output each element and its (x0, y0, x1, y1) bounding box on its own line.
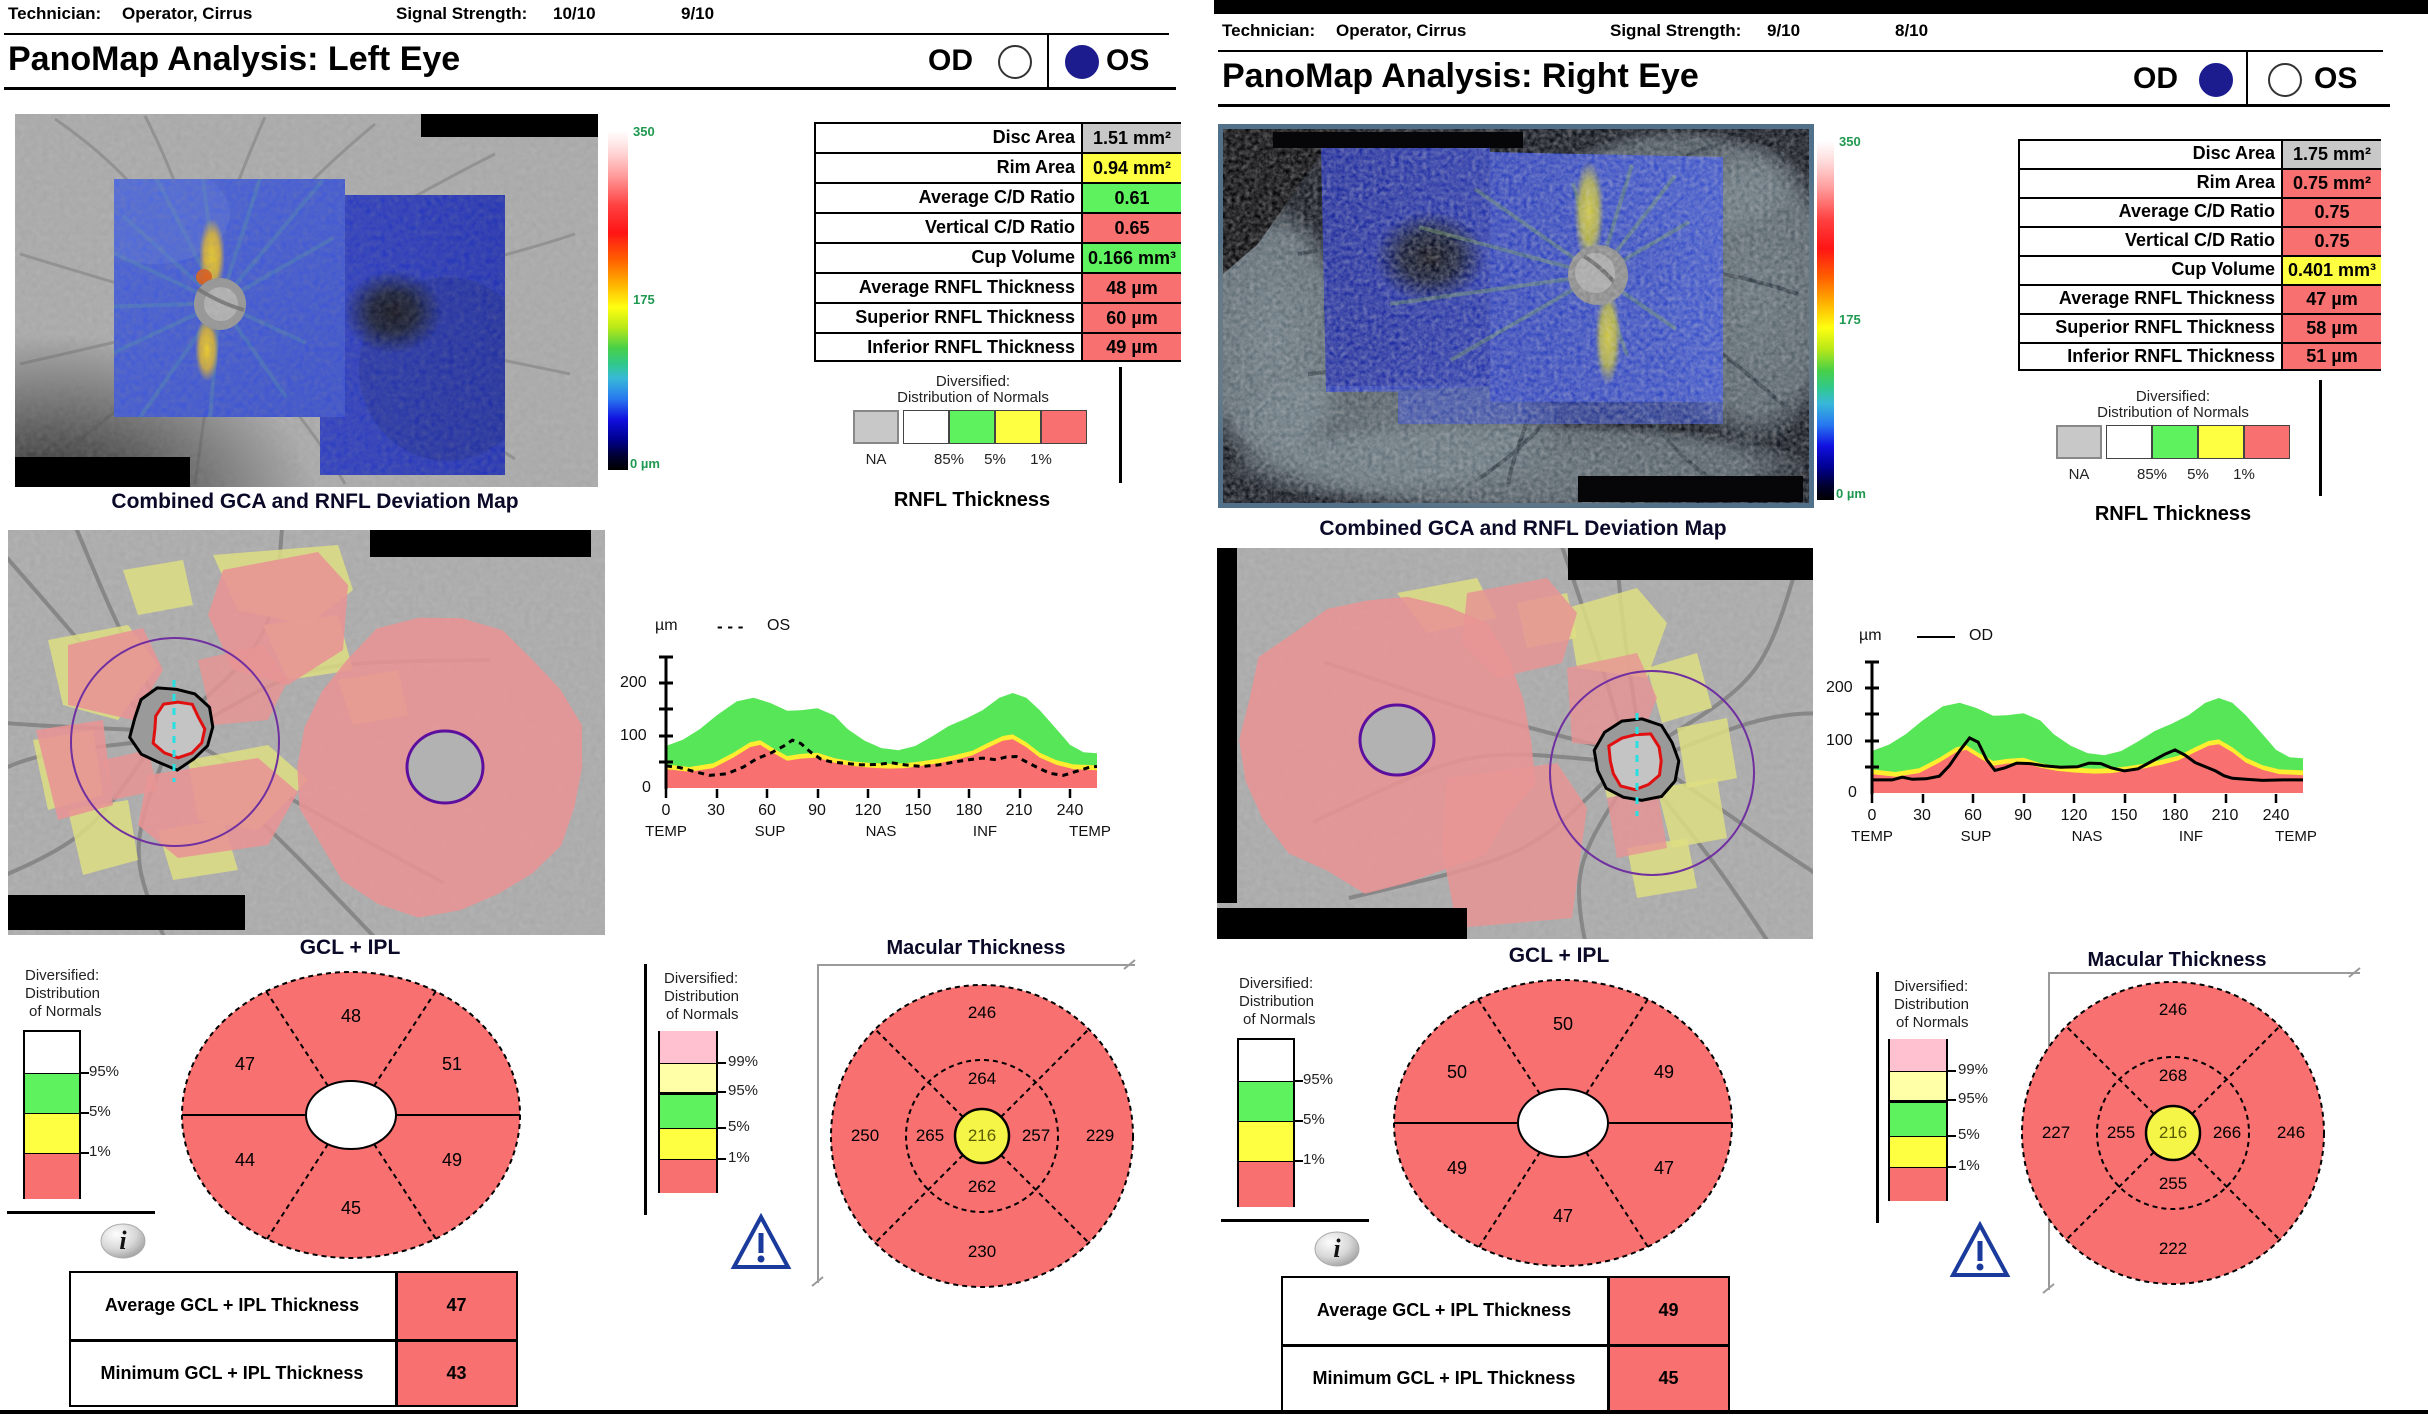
svg-text:i: i (1333, 1234, 1341, 1263)
svg-text:i: i (119, 1226, 127, 1255)
